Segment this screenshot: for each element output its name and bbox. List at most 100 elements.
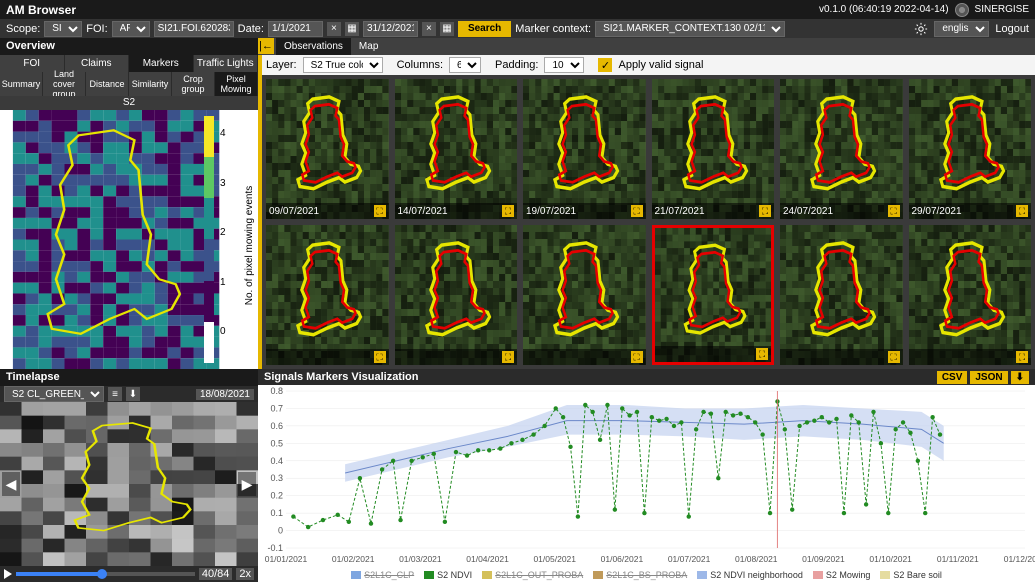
marker-context-select[interactable]: SI21.MARKER_CONTEXT.130 02/11/2021	[595, 21, 785, 37]
collapse-left-icon[interactable]: |←	[258, 38, 274, 54]
expand-tile-icon[interactable]: ⛶	[1016, 205, 1028, 217]
marker-context-label: Marker context:	[515, 23, 591, 35]
calendar-to-icon[interactable]: ▦	[440, 22, 454, 36]
observation-tile[interactable]: 09/07/2021⛶	[266, 79, 389, 219]
download-icon[interactable]: ⬇	[126, 387, 140, 401]
timelapse-layer-select[interactable]: S2 CL_GREEN_V2	[4, 386, 104, 402]
tab-markers[interactable]: Markers	[129, 55, 194, 72]
topbar-right: v0.1.0 (06:40:19 2022-04-14) SINERGISE	[819, 3, 1029, 17]
layer-label: Layer:	[266, 59, 297, 71]
apply-signal-label: Apply valid signal	[618, 59, 703, 71]
legend-item-s2l1c-clp[interactable]: S2L1C_CLP	[351, 570, 414, 580]
expand-tile-icon[interactable]: ⛶	[631, 205, 643, 217]
expand-tile-icon[interactable]: ⛶	[374, 205, 386, 217]
frame-counter: 40/84	[199, 568, 233, 580]
expand-tile-icon[interactable]: ⛶	[374, 351, 386, 363]
next-frame-icon[interactable]: ▶	[238, 472, 256, 496]
export-json-button[interactable]: JSON	[970, 371, 1007, 384]
legend-item-s2-mowing[interactable]: S2 Mowing	[813, 570, 871, 580]
brand-logo-icon	[955, 3, 969, 17]
legend-item-s2l1c-out-proba[interactable]: S2L1C_OUT_PROBA	[482, 570, 583, 580]
clear-date-from-icon[interactable]: ×	[327, 22, 341, 36]
scope-select[interactable]: SI21	[44, 21, 82, 37]
observation-tile[interactable]: ⛶	[523, 225, 646, 365]
legend-item-s2-ndvi[interactable]: S2 NDVI	[424, 570, 472, 580]
colorbar-ticks: 43210	[220, 116, 230, 363]
observation-tile[interactable]: 29/07/2021⛶	[909, 79, 1032, 219]
search-button[interactable]: Search	[458, 21, 511, 37]
legend-swatch	[351, 571, 361, 579]
observation-tile[interactable]: 14/07/2021⛶	[395, 79, 518, 219]
tile-grid: 09/07/2021⛶14/07/2021⛶19/07/2021⛶21/07/2…	[258, 75, 1035, 369]
timelapse-date: 18/08/2021	[196, 389, 254, 400]
timelapse-view[interactable]: ◀ ▶	[0, 402, 258, 566]
observation-tile[interactable]: ⛶	[395, 225, 518, 365]
calendar-from-icon[interactable]: ▦	[345, 22, 359, 36]
export-csv-button[interactable]: CSV	[937, 371, 968, 384]
logout-link[interactable]: Logout	[995, 23, 1029, 35]
prev-frame-icon[interactable]: ◀	[2, 472, 20, 496]
tile-date: 19/07/2021	[526, 206, 576, 217]
colorbar-tick: 1	[220, 277, 226, 288]
expand-tile-icon[interactable]: ⛶	[502, 205, 514, 217]
observation-tile[interactable]: ⛶	[652, 225, 775, 365]
observation-tile[interactable]: ⛶	[909, 225, 1032, 365]
expand-tile-icon[interactable]: ⛶	[759, 205, 771, 217]
observations-controls: Layer: S2 True color Columns: 6 Padding:…	[258, 55, 1035, 75]
overview-panel: Overview FOIClaimsMarkersTraffic Lights …	[0, 38, 258, 369]
expand-tile-icon[interactable]: ⛶	[888, 205, 900, 217]
subtab-similarity[interactable]: Similarity	[129, 72, 172, 96]
observation-tile[interactable]: ⛶	[780, 225, 903, 365]
settings-icon[interactable]	[914, 22, 928, 36]
legend-swatch	[482, 571, 492, 579]
timelapse-title: Timelapse	[0, 369, 258, 386]
timelapse-controls-bottom: 40/84 2x	[0, 566, 258, 582]
legend-item-s2l1c-bs-proba[interactable]: S2L1C_BS_PROBA	[593, 570, 687, 580]
layer-select[interactable]: S2 True color	[303, 57, 383, 73]
date-to-input[interactable]	[363, 21, 418, 37]
expand-tile-icon[interactable]: ⛶	[888, 351, 900, 363]
apply-signal-checkbox[interactable]: ✓	[598, 58, 612, 72]
layers-icon[interactable]: ≡	[108, 387, 122, 401]
colorbar-tick: 3	[220, 178, 226, 189]
legend-item-s2-ndvi-neighborhood[interactable]: S2 NDVI neighborhood	[697, 570, 803, 580]
play-icon[interactable]	[4, 569, 12, 579]
columns-select[interactable]: 6	[449, 57, 481, 73]
subtab-summary[interactable]: Summary	[0, 72, 43, 96]
heatmap[interactable]: 43210 No. of pixel mowing events	[0, 110, 258, 369]
timelapse-panel: Timelapse S2 CL_GREEN_V2 ≡ ⬇ 18/08/2021 …	[0, 369, 258, 582]
chart-svg: 0.80.70.60.50.40.30.20.10-0.101/01/20210…	[258, 385, 1035, 568]
expand-tile-icon[interactable]: ⛶	[631, 351, 643, 363]
expand-tile-icon[interactable]: ⛶	[1016, 351, 1028, 363]
legend-label: S2L1C_OUT_PROBA	[495, 570, 583, 580]
padding-select[interactable]: 10%	[544, 57, 584, 73]
tab-traffic-lights[interactable]: Traffic Lights	[194, 55, 259, 72]
signals-header: Signals Markers Visualization CSVJSON ⬇	[258, 369, 1035, 385]
subtab-crop-group[interactable]: Crop group	[172, 72, 215, 96]
expand-tile-icon[interactable]: ⛶	[756, 348, 768, 360]
version-text: v0.1.0 (06:40:19 2022-04-14)	[819, 4, 949, 15]
date-from-input[interactable]	[268, 21, 323, 37]
timelapse-controls-top: S2 CL_GREEN_V2 ≡ ⬇ 18/08/2021	[0, 386, 258, 402]
legend-swatch	[880, 571, 890, 579]
language-select[interactable]: english	[934, 21, 989, 37]
view-tab-map[interactable]: Map	[351, 38, 386, 55]
observation-tile[interactable]: 24/07/2021⛶	[780, 79, 903, 219]
download-chart-icon[interactable]: ⬇	[1011, 371, 1029, 384]
legend-item-s2-bare-soil[interactable]: S2 Bare soil	[880, 570, 942, 580]
timelapse-slider[interactable]	[16, 572, 195, 576]
speed-label[interactable]: 2x	[236, 568, 254, 580]
chart-legend: S2L1C_CLP S2 NDVI S2L1C_OUT_PROBA S2L1C_BS_…	[258, 568, 1035, 582]
subtab-distance[interactable]: Distance	[86, 72, 129, 96]
expand-tile-icon[interactable]: ⛶	[502, 351, 514, 363]
subtab-land-cover-group[interactable]: Land cover group	[43, 72, 86, 96]
observation-tile[interactable]: ⛶	[266, 225, 389, 365]
subtab-pixel-mowing[interactable]: Pixel Mowing	[215, 72, 258, 96]
observation-tile[interactable]: 21/07/2021⛶	[652, 79, 775, 219]
observation-tile[interactable]: 19/07/2021 ⛶	[523, 79, 646, 219]
clear-date-to-icon[interactable]: ×	[422, 22, 436, 36]
foi-type-select[interactable]: AP	[112, 21, 150, 37]
view-tab-observations[interactable]: Observations	[276, 38, 351, 55]
foi-input[interactable]	[154, 21, 234, 37]
signals-chart[interactable]: 0.80.70.60.50.40.30.20.10-0.101/01/20210…	[258, 385, 1035, 568]
